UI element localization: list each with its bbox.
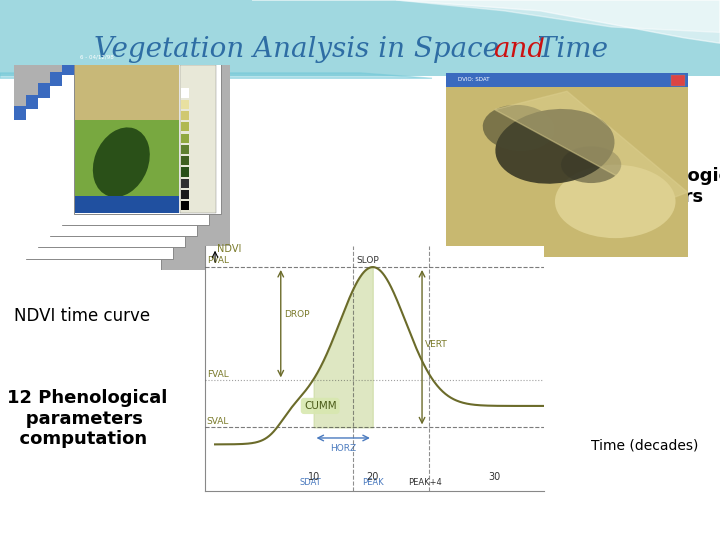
Bar (206, 51, 217, 63)
Text: 10: 10 (307, 472, 320, 482)
Bar (170, 85, 181, 97)
FancyArrowPatch shape (140, 210, 203, 252)
Bar (62, 75, 207, 225)
Bar (158, 97, 170, 108)
Text: FVAL: FVAL (207, 370, 228, 379)
Text: 12 Phenological
parameters
images: 12 Phenological parameters images (587, 167, 720, 227)
Bar (50, 72, 197, 86)
Bar (50, 72, 197, 236)
Bar (146, 108, 158, 119)
Text: SVAL: SVAL (207, 417, 229, 426)
Text: HORZ: HORZ (330, 444, 356, 454)
Bar (181, 167, 189, 177)
Bar (181, 74, 194, 85)
Bar (157, 85, 169, 97)
Bar (27, 94, 173, 109)
Bar (75, 65, 179, 213)
Bar (62, 60, 209, 75)
Text: PEAK+4: PEAK+4 (408, 478, 442, 487)
Bar (180, 65, 217, 213)
Bar (75, 196, 179, 213)
Text: DVIO: SDAT: DVIO: SDAT (459, 77, 490, 83)
Text: NDVI time curve: NDVI time curve (14, 307, 150, 325)
Bar (166, 63, 178, 74)
Bar (154, 74, 166, 85)
Bar (193, 51, 204, 63)
Bar (74, 49, 221, 213)
Bar (145, 97, 157, 108)
Text: Time (decades): Time (decades) (590, 438, 698, 453)
Bar (181, 179, 189, 188)
Bar (181, 100, 189, 109)
Bar (38, 98, 183, 247)
Text: SLOP: SLOP (356, 256, 379, 265)
Bar (181, 89, 189, 98)
Text: 30: 30 (488, 472, 500, 482)
Text: Time: Time (529, 36, 608, 63)
Polygon shape (252, 0, 720, 43)
Bar (181, 122, 189, 131)
Bar (181, 145, 189, 154)
Ellipse shape (555, 165, 675, 238)
Polygon shape (396, 0, 720, 32)
Bar (181, 190, 189, 199)
Bar (62, 60, 209, 225)
Bar (181, 201, 189, 211)
Bar (14, 106, 161, 120)
Ellipse shape (482, 105, 555, 151)
Bar (38, 83, 185, 98)
Text: SDAT: SDAT (300, 478, 321, 487)
Ellipse shape (561, 146, 621, 183)
Bar (118, 108, 130, 119)
Bar (14, 120, 159, 270)
Text: NDVI
time serie: NDVI time serie (14, 199, 117, 238)
Bar (446, 73, 688, 86)
Text: PEAK: PEAK (362, 478, 384, 487)
Bar (74, 50, 221, 64)
Text: PVAL: PVAL (207, 256, 229, 265)
Bar (27, 94, 173, 259)
Bar (178, 51, 189, 63)
Text: DROP: DROP (284, 310, 310, 319)
FancyArrowPatch shape (482, 211, 570, 261)
FancyBboxPatch shape (0, 0, 720, 76)
Bar (14, 106, 161, 270)
Ellipse shape (495, 109, 614, 184)
Bar (194, 63, 206, 74)
Text: 6 - 04/12/98: 6 - 04/12/98 (81, 54, 114, 59)
Bar (130, 97, 142, 108)
Bar (181, 133, 189, 143)
Text: NDVI: NDVI (217, 244, 241, 254)
Polygon shape (0, 73, 432, 78)
Bar (27, 109, 171, 259)
Bar (181, 63, 193, 74)
Bar (50, 86, 194, 236)
Bar (181, 156, 189, 165)
Text: Vegetation Analysis in Space: Vegetation Analysis in Space (94, 36, 508, 63)
Bar (671, 75, 685, 86)
Bar (38, 83, 185, 247)
Ellipse shape (93, 127, 150, 197)
Bar (181, 111, 189, 120)
Polygon shape (495, 91, 688, 201)
Bar (75, 120, 179, 213)
Bar (168, 74, 181, 85)
Bar (142, 85, 154, 97)
Text: VERT: VERT (426, 340, 448, 349)
Text: 20: 20 (366, 472, 379, 482)
Text: 12 Phenological
   parameters
  computation: 12 Phenological parameters computation (7, 389, 168, 448)
Bar (133, 108, 145, 119)
Text: CUMM: CUMM (304, 401, 336, 411)
Text: and: and (493, 36, 545, 63)
